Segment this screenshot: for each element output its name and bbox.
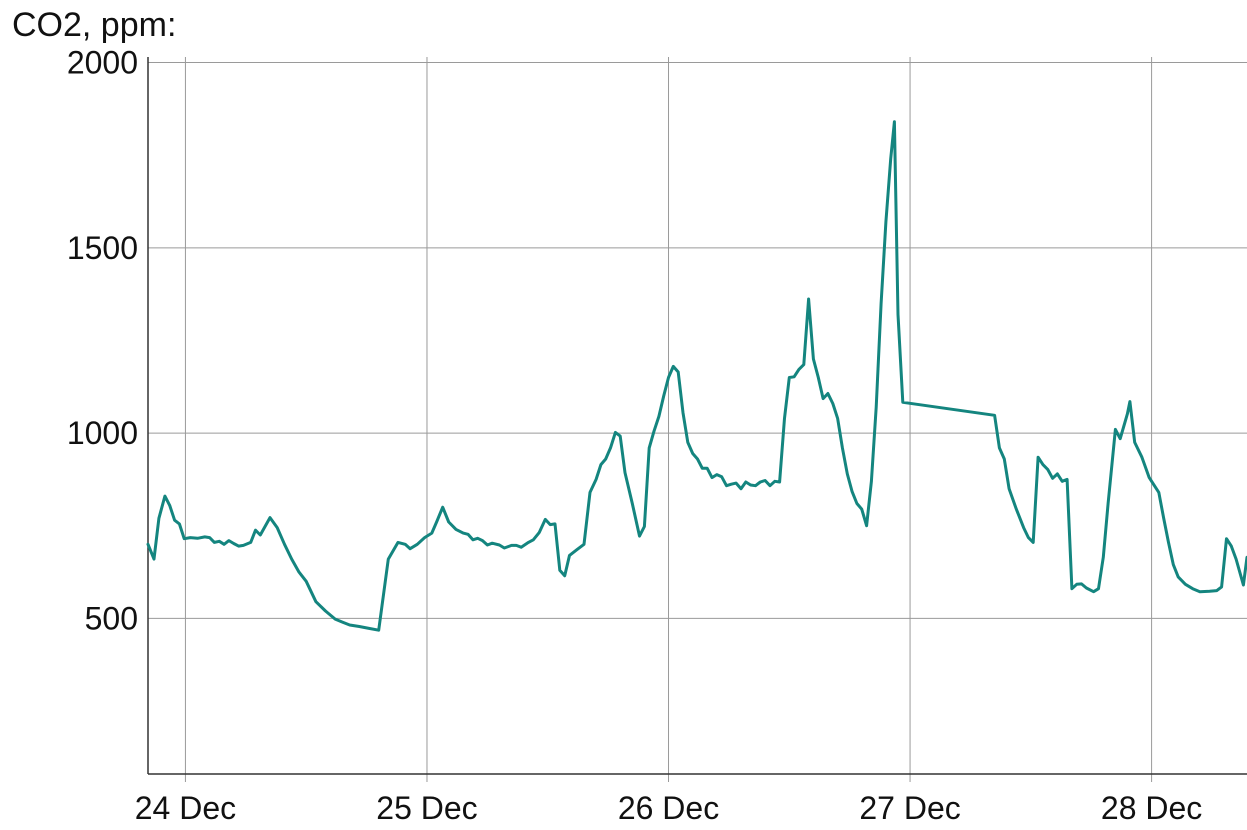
chart-title: CO2, ppm: xyxy=(12,6,177,44)
x-tick-label: 26 Dec xyxy=(618,790,719,826)
x-tick-label: 24 Dec xyxy=(135,790,236,826)
tick-labels: 500 1000 1500 2000 24 Dec 25 Dec 26 Dec 27 Dec 2… xyxy=(67,45,1202,826)
y-tick-label: 2000 xyxy=(67,45,138,81)
axes xyxy=(147,57,1247,775)
x-tick-label: 28 Dec xyxy=(1101,790,1202,826)
x-tick-label: 25 Dec xyxy=(376,790,477,826)
x-tick-label: 27 Dec xyxy=(859,790,960,826)
series-layer xyxy=(146,120,1247,632)
y-tick-label: 1000 xyxy=(67,415,138,451)
y-tick-label: 1500 xyxy=(67,230,138,266)
grid xyxy=(148,57,1247,782)
y-tick-label: 500 xyxy=(85,600,138,636)
co2-series-line xyxy=(146,120,1247,632)
